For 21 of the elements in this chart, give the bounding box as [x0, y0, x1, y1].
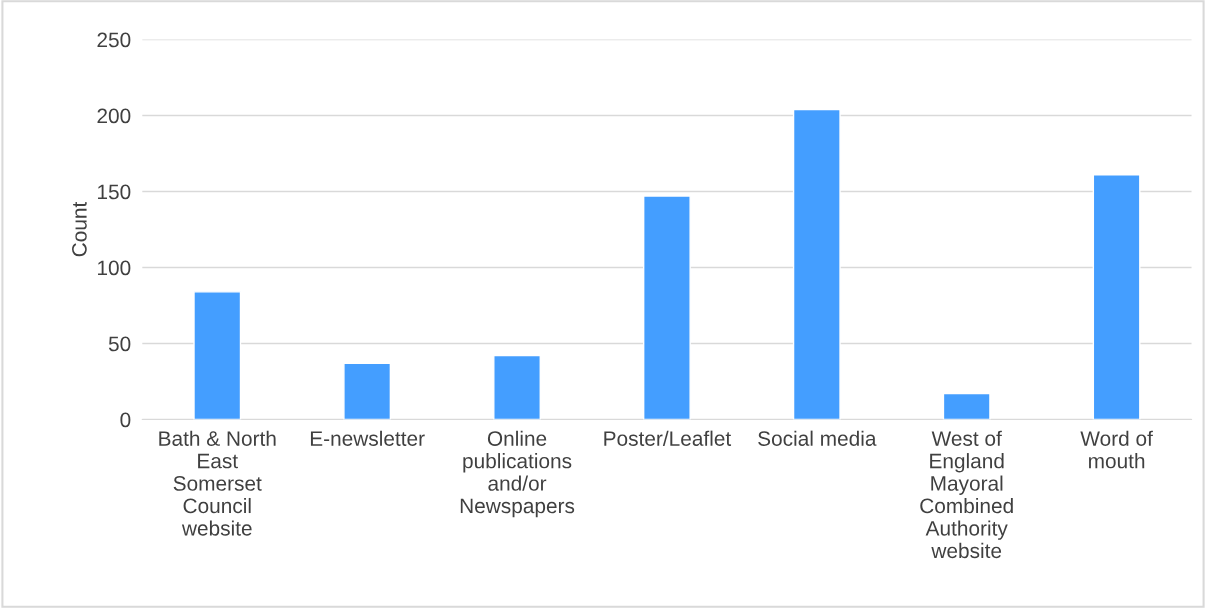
y-tick-label: 50 — [108, 336, 131, 352]
x-tick-label: Bath & North East Somerset Council website — [159, 430, 276, 536]
bar — [792, 108, 841, 420]
y-tick-label: 200 — [97, 108, 131, 124]
bar — [193, 291, 242, 420]
x-tick-label: Poster/Leaflet — [604, 430, 732, 446]
y-tick-label: 100 — [98, 260, 131, 276]
x-tick-label: West of England Mayoral Combined Authority website — [920, 430, 1013, 559]
y-tick-label: 0 — [120, 412, 131, 428]
bar — [493, 354, 541, 420]
x-tick-label: Online publications and/or Newspapers — [460, 430, 575, 518]
x-tick-label: Word of mouth — [1080, 430, 1153, 469]
y-tick-label: 150 — [98, 184, 131, 200]
x-tick-label: Social media — [758, 430, 877, 446]
bar — [642, 195, 691, 420]
y-axis-title: Count — [72, 201, 87, 257]
bar — [942, 392, 991, 420]
y-tick-label: 250 — [97, 32, 131, 48]
bar — [1092, 174, 1141, 420]
bar — [343, 362, 392, 420]
x-tick-label: E-newsletter — [310, 430, 425, 446]
